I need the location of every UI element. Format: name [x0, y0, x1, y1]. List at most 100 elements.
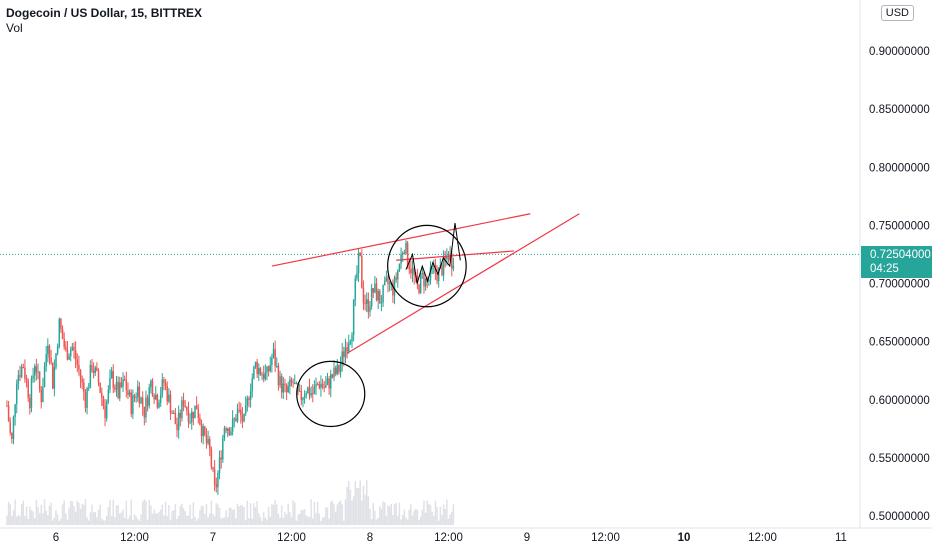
- volume-bar: [63, 500, 65, 525]
- candle-body: [388, 283, 391, 285]
- volume-bar: [372, 503, 375, 525]
- volume-bar: [280, 505, 283, 525]
- candle-body: [66, 349, 69, 360]
- candle-body: [119, 382, 121, 399]
- candle-body: [269, 365, 271, 372]
- candle-body: [226, 428, 229, 431]
- volume-bar: [12, 510, 15, 525]
- candle-body: [253, 367, 255, 379]
- volume-bar: [140, 514, 142, 525]
- candle-body: [99, 382, 101, 393]
- volume-bar: [115, 505, 118, 525]
- candle-body: [137, 386, 139, 398]
- volume-bar: [215, 503, 218, 525]
- volume-bar: [323, 516, 325, 525]
- candle-body: [17, 375, 20, 384]
- volume-bar: [81, 503, 83, 525]
- candle-body: [259, 368, 262, 375]
- candle-body: [141, 397, 144, 407]
- volume-bar: [351, 500, 353, 525]
- volume-bar: [69, 501, 72, 525]
- candle-body: [277, 365, 280, 386]
- candle-body: [282, 383, 285, 393]
- candle-body: [285, 384, 288, 393]
- y-tick-label: 0.85000000: [869, 104, 930, 116]
- volume-bar: [297, 514, 299, 525]
- x-tick-label: 12:00: [434, 532, 463, 544]
- volume-bar: [101, 518, 103, 525]
- volume-bar: [174, 503, 177, 525]
- candle-body: [318, 384, 321, 388]
- candle-body: [336, 364, 339, 375]
- volume-bar: [256, 501, 258, 525]
- volume-bar: [45, 510, 47, 525]
- volume-bar: [343, 520, 345, 525]
- candle-body: [91, 365, 93, 371]
- volume-bar: [361, 500, 363, 525]
- volume-bar: [325, 507, 327, 525]
- volume-bar: [347, 481, 350, 525]
- volume-bar: [104, 520, 106, 525]
- candle-body: [352, 299, 355, 336]
- volume-bar: [300, 510, 303, 525]
- candle-body: [276, 365, 278, 367]
- volume-bar: [171, 511, 173, 525]
- candle-body: [204, 426, 206, 436]
- volume-bar: [356, 487, 358, 525]
- currency-button[interactable]: USD: [880, 5, 914, 21]
- x-tick-label: 7: [210, 532, 216, 544]
- candle-body: [341, 351, 343, 365]
- volume-bar: [285, 514, 288, 525]
- candle-body: [328, 378, 330, 389]
- candle-body: [307, 387, 309, 394]
- volume-bar: [197, 518, 200, 525]
- candle-body: [138, 386, 141, 404]
- candle-body: [161, 379, 164, 395]
- volume-bar: [27, 519, 29, 525]
- volume-bar: [235, 518, 237, 525]
- volume-bar: [133, 514, 136, 525]
- candle-body: [166, 385, 168, 402]
- candle-body: [343, 351, 345, 358]
- candle-body: [344, 347, 347, 358]
- volume-bar: [374, 510, 376, 525]
- candle-body: [380, 302, 383, 304]
- volume-bar: [302, 510, 304, 525]
- candle-body: [127, 390, 129, 395]
- volume-bar: [11, 515, 13, 525]
- volume-bar: [16, 516, 18, 525]
- candle-body: [258, 368, 260, 375]
- candle-body: [56, 346, 59, 354]
- volume-bar: [251, 518, 253, 525]
- volume-bar: [207, 517, 209, 525]
- volume-bar: [333, 503, 335, 525]
- volume-bar: [24, 515, 26, 525]
- candle-body: [323, 387, 325, 389]
- candle-body: [212, 466, 214, 470]
- candle-body: [235, 418, 237, 422]
- candle-body: [171, 412, 173, 414]
- candle-body: [133, 395, 136, 398]
- volume-bar: [330, 501, 332, 525]
- volume-bar: [132, 519, 134, 525]
- candle-body: [249, 391, 252, 400]
- volume-bar: [344, 499, 347, 525]
- volume-bar: [189, 505, 191, 525]
- candle-body: [325, 384, 327, 388]
- volume-bar: [79, 508, 82, 525]
- volume-bar: [370, 519, 373, 525]
- volume-bar: [55, 510, 57, 525]
- candle-body: [347, 343, 350, 352]
- candle-body: [45, 354, 47, 367]
- volume-bar: [400, 519, 402, 525]
- volume-bar: [42, 513, 44, 525]
- volume-bar: [313, 501, 316, 525]
- volume-bar: [61, 504, 64, 525]
- candle-body: [128, 392, 131, 395]
- volume-bar: [76, 500, 79, 525]
- x-tick-label: 11: [835, 532, 847, 544]
- volume-bar: [169, 519, 172, 525]
- volume-bar: [233, 509, 236, 525]
- volume-bar: [433, 515, 435, 525]
